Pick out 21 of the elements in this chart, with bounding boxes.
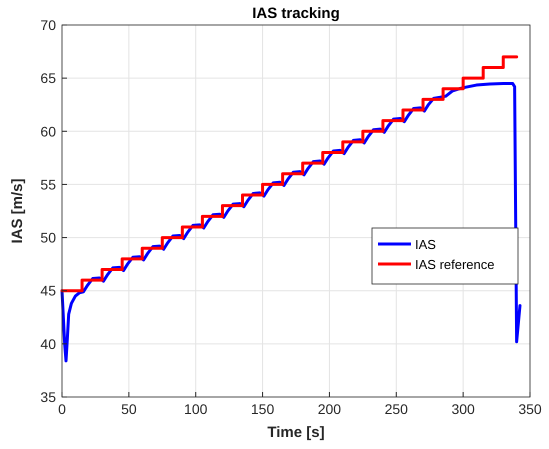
- y-tick-label: 55: [40, 176, 56, 192]
- x-axis-title: Time [s]: [267, 424, 325, 441]
- x-tick-label: 200: [318, 401, 342, 417]
- x-tick-label: 300: [451, 401, 476, 417]
- legend-label: IAS reference: [415, 257, 494, 272]
- x-tick-label: 250: [384, 401, 408, 417]
- y-tick-label: 50: [40, 230, 56, 246]
- y-tick-label: 40: [40, 336, 56, 352]
- x-tick-label: 100: [184, 401, 208, 417]
- y-tick-label: 45: [40, 282, 56, 299]
- chart-title: IAS tracking: [252, 5, 340, 22]
- x-tick-label: 350: [518, 401, 542, 417]
- x-tick-label: 50: [121, 401, 137, 417]
- y-tick-label: 65: [40, 70, 56, 86]
- y-tick-label: 35: [40, 389, 56, 405]
- y-axis-title: IAS [m/s]: [9, 178, 26, 244]
- y-tick-label: 70: [40, 17, 56, 33]
- x-tick-label: 0: [58, 401, 66, 417]
- legend-label: IAS: [415, 237, 436, 252]
- y-tick-label: 60: [40, 123, 56, 140]
- x-tick-label: 150: [250, 401, 274, 417]
